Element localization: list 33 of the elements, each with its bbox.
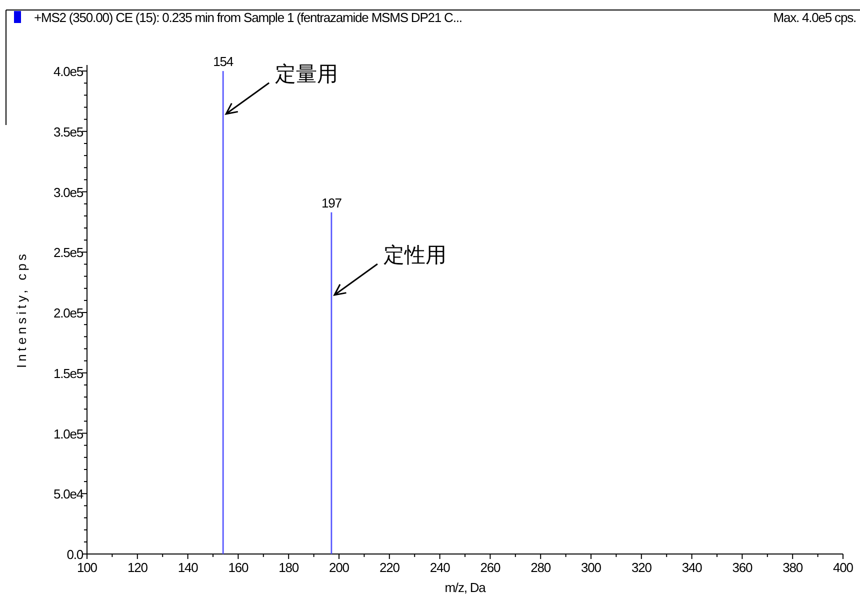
y-axis-title: Intensity, cps [14,251,29,368]
annotation: 定量用 [275,62,338,86]
x-tick-label: 380 [782,560,803,575]
x-tick-label: 240 [430,560,450,575]
x-tick-label: 200 [329,560,350,575]
x-tick-label: 340 [682,560,702,575]
x-tick-label: 300 [581,560,602,575]
y-tick-label: 1.0e5 [53,426,84,442]
chart-title: +MS2 (350.00) CE (15): 0.235 min from Sample 1 (fentrazamide MSMS DP21 C... [34,10,462,25]
x-tick-label: 220 [379,560,400,575]
x-tick-label: 320 [631,560,652,575]
x-tick-label: 280 [530,560,551,575]
x-tick-label: 180 [278,560,299,575]
x-tick-label: 100 [77,560,98,575]
x-axis-title: m/z, Da [444,580,487,595]
y-tick-label: 0.0 [66,547,84,562]
annotation: 154 [213,54,234,70]
y-tick-label: 4.0e5 [53,64,84,80]
x-tick-label: 400 [833,560,854,575]
annotation: 定性用 [383,244,446,268]
x-tick-label: 360 [732,560,753,575]
y-tick-label: 1.5e5 [53,366,84,381]
x-tick-label: 140 [178,560,198,575]
annotation: 197 [321,195,342,210]
y-tick-label: 5.0e4 [53,486,84,502]
x-tick-label: 260 [480,560,501,575]
x-tick-label: 120 [127,560,148,575]
y-tick-label: 2.5e5 [53,245,84,260]
x-tick-label: 160 [228,560,249,575]
chart-subtitle: Max. 4.0e5 cps. [773,10,856,25]
y-tick-label: 3.0e5 [53,184,84,200]
y-tick-label: 2.0e5 [53,306,84,321]
y-tick-label: 3.5e5 [53,124,84,140]
